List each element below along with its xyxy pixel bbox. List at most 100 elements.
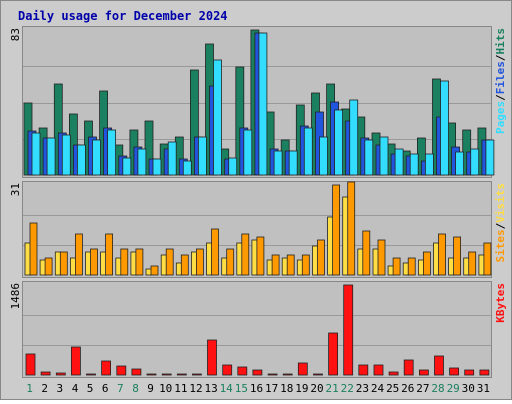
bar-sites-day-25 xyxy=(392,257,401,276)
x-tick-label: 28 xyxy=(431,382,444,395)
x-tick-label: 2 xyxy=(41,382,48,395)
bar-kbytes-day-29 xyxy=(449,367,460,376)
side-legend: Sites/Visits xyxy=(494,183,507,263)
x-tick-label: 4 xyxy=(72,382,79,395)
bar-kbytes-day-11 xyxy=(176,373,187,376)
bar-pages-day-10 xyxy=(167,141,177,176)
bar-sites-day-30 xyxy=(468,251,477,276)
x-tick-label: 22 xyxy=(341,382,354,395)
bar-pages-day-20 xyxy=(319,136,328,176)
bar-sites-day-1 xyxy=(29,222,38,276)
bar-sites-day-3 xyxy=(59,251,68,276)
bar-kbytes-day-31 xyxy=(479,369,490,376)
bar-kbytes-day-6 xyxy=(101,360,111,376)
bar-pages-day-21 xyxy=(334,109,344,176)
side-legend: Pages/Files/Hits xyxy=(494,28,507,134)
bar-pages-day-14 xyxy=(228,157,238,176)
bar-kbytes-day-23 xyxy=(358,364,369,376)
x-tick-label: 5 xyxy=(87,382,94,395)
x-tick-label: 26 xyxy=(401,382,414,395)
x-tick-label: 7 xyxy=(117,382,124,395)
bar-pages-day-9 xyxy=(152,158,162,176)
x-tick-label: 14 xyxy=(220,382,234,395)
x-tick-label: 11 xyxy=(174,382,187,395)
chart-title: Daily usage for December 2024 xyxy=(18,9,228,23)
bar-kbytes-day-27 xyxy=(418,369,429,376)
bar-kbytes-day-17 xyxy=(267,373,278,376)
panel-kbytes: 1486 KBytes xyxy=(9,281,507,378)
bar-sites-day-24 xyxy=(377,239,386,276)
bar-sites-day-13 xyxy=(211,228,219,276)
bar-pages-day-27 xyxy=(424,153,434,176)
bar-pages-day-17 xyxy=(273,150,283,176)
bar-kbytes-day-15 xyxy=(237,366,248,376)
bar-sites-day-11 xyxy=(180,254,189,276)
bar-sites-day-2 xyxy=(44,257,53,276)
bar-pages-day-8 xyxy=(137,148,147,176)
bar-sites-day-12 xyxy=(195,248,204,276)
bar-kbytes-day-28 xyxy=(434,355,444,376)
legend-hits: Hits xyxy=(494,28,507,55)
bar-pages-day-29 xyxy=(455,151,465,176)
bar-pages-day-18 xyxy=(288,150,298,176)
legend-separator: / xyxy=(494,54,507,61)
bar-kbytes-day-26 xyxy=(403,359,414,376)
bar-kbytes-day-7 xyxy=(116,365,127,376)
bar-sites-day-21 xyxy=(332,184,341,276)
bar-kbytes-day-10 xyxy=(161,373,172,376)
bar-sites-day-7 xyxy=(120,248,129,276)
x-tick-label: 8 xyxy=(132,382,139,395)
bar-sites-day-31 xyxy=(483,242,492,276)
bar-pages-day-12 xyxy=(197,136,207,176)
bar-sites-day-9 xyxy=(150,265,159,276)
bar-kbytes-day-16 xyxy=(252,369,263,376)
bar-sites-day-27 xyxy=(422,251,431,276)
bar-kbytes-day-5 xyxy=(86,373,96,376)
bar-sites-day-5 xyxy=(90,248,98,276)
bar-sites-day-4 xyxy=(75,233,83,276)
y-max-label: 31 xyxy=(9,183,22,196)
bar-pages-day-7 xyxy=(122,157,132,176)
bar-kbytes-day-13 xyxy=(207,339,217,376)
legend-separator: / xyxy=(494,222,507,229)
bar-sites-day-14 xyxy=(226,248,235,276)
bar-kbytes-day-19 xyxy=(297,362,308,376)
x-tick-label: 23 xyxy=(356,382,369,395)
bar-sites-day-10 xyxy=(165,248,174,276)
bar-pages-day-23 xyxy=(364,139,374,176)
bar-pages-day-11 xyxy=(182,160,192,176)
bar-kbytes-day-1 xyxy=(25,353,36,376)
bar-kbytes-day-30 xyxy=(464,369,475,376)
x-tick-label: 12 xyxy=(189,382,202,395)
bar-pages-day-15 xyxy=(243,129,253,176)
bar-pages-day-3 xyxy=(61,134,71,176)
bar-pages-day-25 xyxy=(394,148,404,176)
bar-pages-day-24 xyxy=(379,136,389,176)
bar-sites-day-29 xyxy=(453,236,462,276)
bar-kbytes-day-9 xyxy=(146,373,157,376)
x-tick-label: 3 xyxy=(56,382,63,395)
panel-background xyxy=(22,281,492,378)
bar-sites-day-17 xyxy=(271,254,280,276)
bar-pages-day-26 xyxy=(409,153,419,176)
bar-sites-day-20 xyxy=(317,239,325,276)
legend-sites: Sites xyxy=(494,229,507,262)
x-tick-label: 6 xyxy=(102,382,109,395)
bar-pages-day-22 xyxy=(349,99,359,176)
bar-sites-day-26 xyxy=(407,257,416,276)
x-tick-label: 13 xyxy=(204,382,217,395)
x-tick-label: 24 xyxy=(371,382,385,395)
bar-kbytes-day-4 xyxy=(71,346,81,376)
series-kbytes xyxy=(25,284,490,376)
series-visits xyxy=(24,196,486,276)
bar-sites-day-19 xyxy=(301,254,310,276)
bar-kbytes-day-20 xyxy=(313,373,323,376)
bar-pages-day-16 xyxy=(258,32,268,176)
bar-pages-day-4 xyxy=(77,144,86,176)
x-tick-label: 18 xyxy=(280,382,293,395)
bar-kbytes-day-3 xyxy=(55,372,66,376)
